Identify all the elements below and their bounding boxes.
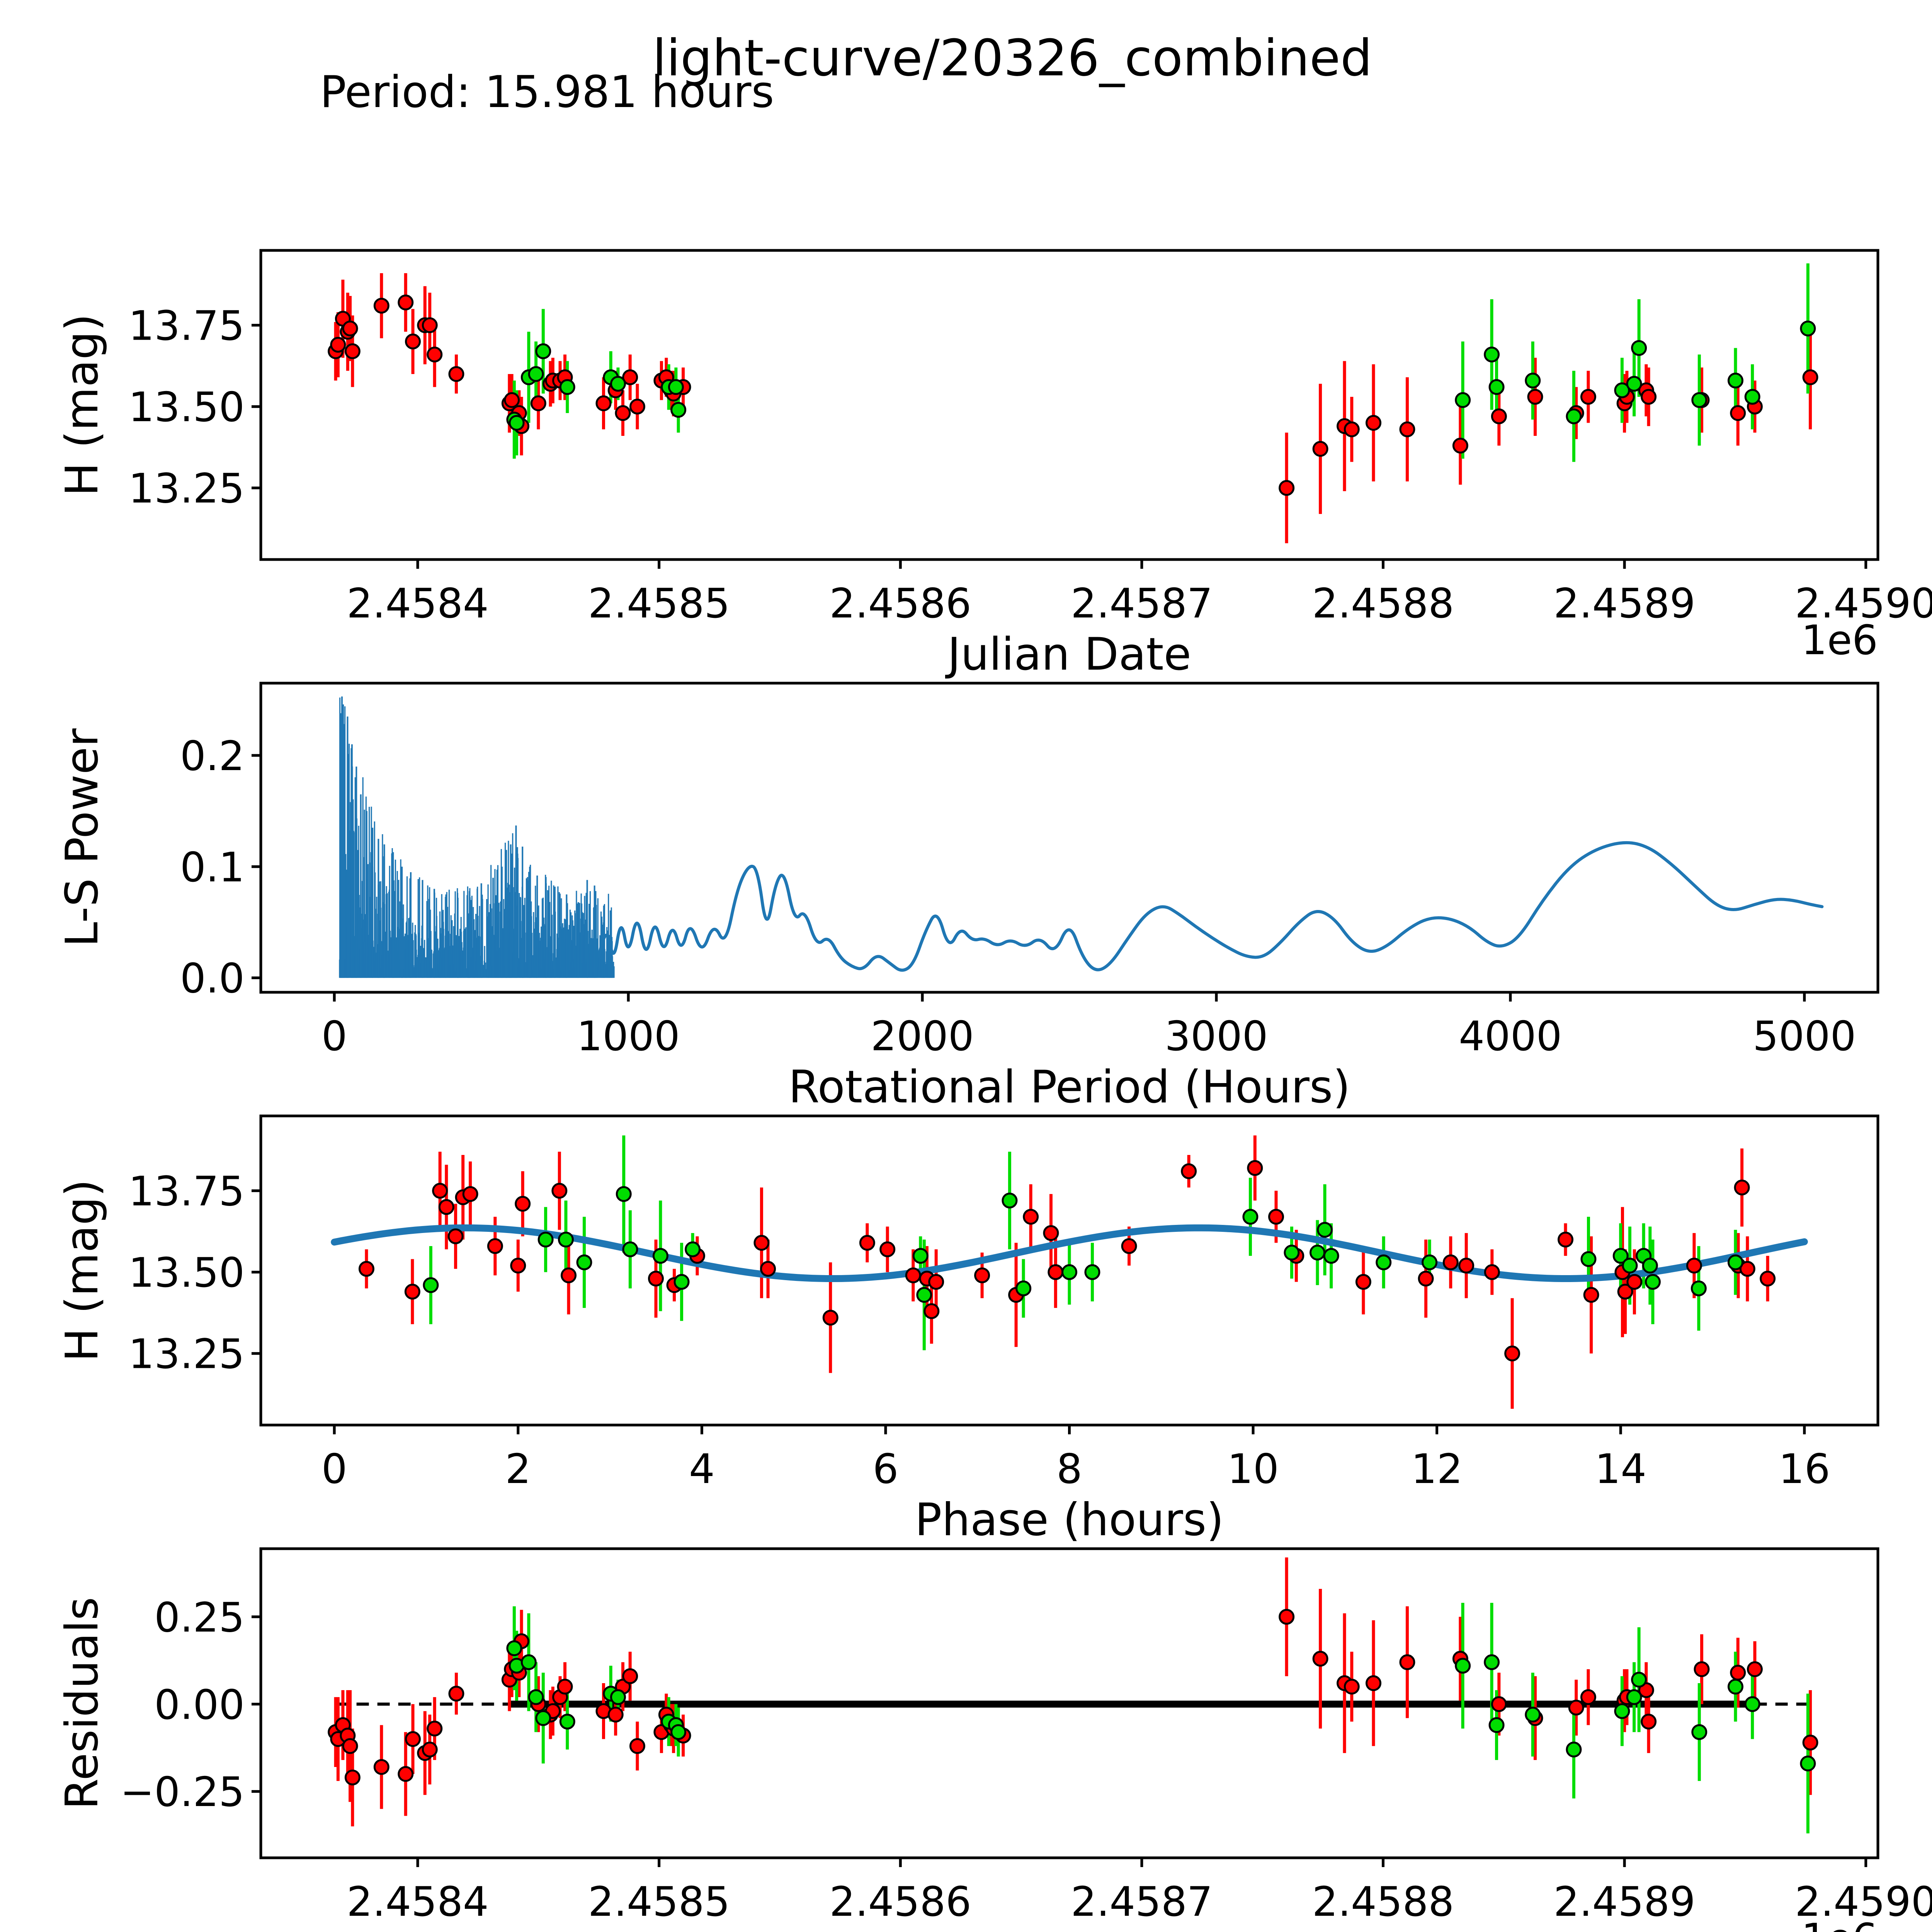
panel-periodogram-xlabel: Rotational Period (Hours) — [788, 1061, 1350, 1113]
panel-lightcurve_jd-xtick: 2.4585 — [588, 580, 730, 627]
panel-lightcurve_jd-frame — [259, 249, 1879, 561]
series-source-red — [358, 1160, 1776, 1362]
panel-periodogram-ytick: 0.2 — [180, 733, 245, 780]
panel-periodogram-xtick: 0 — [321, 1013, 347, 1060]
panel-lightcurve_jd-xtick: 2.4586 — [830, 580, 971, 627]
panel-lightcurve_jd-ytick: 13.75 — [128, 303, 245, 350]
panel-periodogram-ytick: 0.1 — [180, 844, 245, 891]
panel-lightcurve_jd-xtick: 2.4588 — [1312, 580, 1454, 627]
panel-periodogram-xtick: 4000 — [1459, 1013, 1562, 1060]
panel-periodogram: 0 1000 2000 3000 4000 5000 0.0 0.1 0.2 Rotational… — [56, 682, 1879, 1113]
panel-periodogram-frame — [259, 682, 1879, 994]
panel-phase_fold-xtick: 12 — [1411, 1446, 1463, 1493]
panel-residuals-ytick: 0.00 — [154, 1681, 245, 1728]
panel-residuals-data — [328, 1557, 1818, 1833]
panel-residuals-xtick: 2.4589 — [1553, 1878, 1695, 1925]
series-source-green — [506, 320, 1816, 431]
panel-lightcurve_jd-ytick: 13.50 — [128, 384, 245, 431]
panel-periodogram-data — [339, 696, 1824, 978]
panel-phase_fold-xtick: 8 — [1056, 1446, 1082, 1493]
panel-lightcurve_jd-offset-label: 1e6 — [1801, 617, 1878, 664]
panel-lightcurve_jd-ytick: 13.25 — [128, 465, 245, 512]
series-source-red — [328, 294, 1818, 496]
panel-phase_fold: 0 2 4 6 8 10 12 14 16 13.25 13.50 13.75 Phase (hours… — [56, 1114, 1879, 1546]
panel-phase_fold-ytick: 13.75 — [128, 1168, 245, 1215]
panel-phase_fold-xtick: 6 — [873, 1446, 899, 1493]
panel-lightcurve_jd-xtick: 2.4590 — [1795, 580, 1932, 627]
panel-periodogram-xtick: 5000 — [1753, 1013, 1856, 1060]
panel-phase_fold-ylabel: H (mag) — [56, 1179, 108, 1362]
panel-phase_fold-xtick: 16 — [1779, 1446, 1830, 1493]
panel-residuals-xtick: 2.4587 — [1071, 1878, 1213, 1925]
panel-phase_fold-xtick: 2 — [505, 1446, 531, 1493]
panel-lightcurve_jd-xlabel: Julian Date — [945, 628, 1191, 680]
panel-lightcurve_jd: 2.4584 2.4585 2.4586 2.4587 2.4588 2.4589 2.45… — [56, 249, 1932, 680]
panel-periodogram-xtick: 1000 — [577, 1013, 680, 1060]
panel-residuals-ytick: −0.25 — [120, 1769, 245, 1816]
period-annotation: Period: 15.981 hours — [320, 66, 774, 117]
panel-phase_fold-xtick: 4 — [689, 1446, 715, 1493]
panel-periodogram-ytick: 0.0 — [180, 955, 245, 1002]
panel-residuals-xlabel: Julian Date — [945, 1927, 1191, 1932]
figure-title: light-curve/20326_combined — [652, 29, 1372, 87]
panel-residuals-xtick: 2.4590 — [1795, 1878, 1932, 1925]
panel-lightcurve_jd-ylabel: H (mag) — [56, 314, 108, 496]
panel-residuals-ylabel: Residuals — [56, 1597, 108, 1810]
panel-lightcurve_jd-xtick: 2.4584 — [347, 580, 488, 627]
panel-residuals-xtick: 2.4588 — [1312, 1878, 1454, 1925]
panel-phase_fold-xlabel: Phase (hours) — [915, 1494, 1224, 1546]
panel-phase_fold-ytick: 13.50 — [128, 1249, 245, 1296]
panel-periodogram-xtick: 3000 — [1165, 1013, 1268, 1060]
panel-residuals-ytick: 0.25 — [154, 1594, 245, 1641]
panel-residuals-offset-label: 1e6 — [1801, 1915, 1878, 1932]
panel-lightcurve_jd-xtick: 2.4589 — [1553, 580, 1695, 627]
panel-lightcurve_jd-xtick: 2.4587 — [1071, 580, 1213, 627]
series-source-green — [423, 1186, 1743, 1303]
series-source-red — [328, 1609, 1818, 1786]
panel-phase_fold-data — [331, 1135, 1808, 1409]
panel-residuals: 2.4584 2.4585 2.4586 2.4587 2.4588 2.4589 2.45… — [56, 1547, 1932, 1932]
panel-phase_fold-ytick: 13.25 — [128, 1331, 245, 1378]
panel-periodogram-xtick: 2000 — [871, 1013, 974, 1060]
panel-periodogram-ylabel: L-S Power — [56, 728, 108, 947]
panel-residuals-xtick: 2.4585 — [588, 1878, 730, 1925]
panel-residuals-xtick: 2.4586 — [830, 1878, 971, 1925]
panel-residuals-xtick: 2.4584 — [347, 1878, 488, 1925]
panel-lightcurve_jd-data — [328, 263, 1818, 543]
series-source-green — [506, 1640, 1816, 1772]
panel-phase_fold-xtick: 14 — [1595, 1446, 1646, 1493]
panel-phase_fold-xtick: 0 — [321, 1446, 347, 1493]
panel-phase_fold-xtick: 10 — [1227, 1446, 1279, 1493]
